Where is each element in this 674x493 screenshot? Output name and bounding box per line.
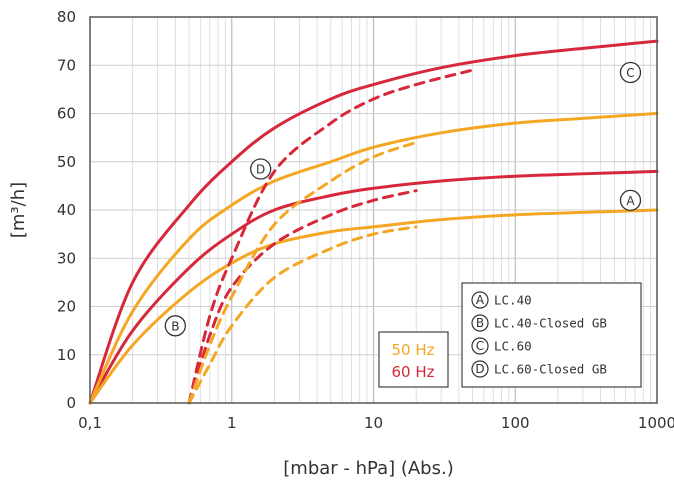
y-axis-title: [m³/h] <box>8 182 29 238</box>
frequency-legend-label: 60 Hz <box>391 363 434 381</box>
series-legend-item: A LC.40 <box>471 291 532 309</box>
y-tick-label: 70 <box>57 56 76 74</box>
marker-circle <box>619 189 642 212</box>
legend-marker-letter: A <box>476 293 485 307</box>
legend-marker-letter: B <box>476 316 484 330</box>
marker-letter: D <box>256 162 265 176</box>
legend-marker-letter: C <box>476 339 484 353</box>
legends: 50 Hz 60 Hz A LC.40 B LC.40-Closed GB C LC.60 D L… <box>378 282 642 388</box>
series-line-c-50hz <box>88 112 659 405</box>
legend-item-label: LC.60 <box>494 339 532 354</box>
legend-item-label: LC.40-Closed GB <box>494 316 607 331</box>
series-marker-c: C <box>619 61 642 84</box>
marker-letter: A <box>626 194 635 208</box>
x-axis-title: [mbar - hPa] (Abs.) <box>283 458 453 479</box>
frequency-legend: 50 Hz 60 Hz <box>378 331 449 388</box>
series-legend: A LC.40 B LC.40-Closed GB C LC.60 D LC.60-Close… <box>461 282 642 388</box>
axes: 0 10 20 30 40 50 60 70 80 0,1 1 10 100 1000 [mbar - hP… <box>8 8 674 479</box>
series-legend-item: D LC.60-Closed GB <box>471 360 607 378</box>
marker-circle <box>164 315 186 337</box>
series-line-a-60hz <box>88 169 659 405</box>
y-tick-label: 10 <box>57 346 76 364</box>
y-tick-label: 60 <box>57 105 76 123</box>
legend-marker-letter: D <box>475 362 484 376</box>
series-marker-a: A <box>619 189 642 212</box>
frequency-legend-box <box>378 331 449 388</box>
series-legend-box <box>461 282 642 388</box>
x-tick-label: 100 <box>501 414 530 432</box>
series-group <box>88 39 659 405</box>
series-legend-item: B LC.40-Closed GB <box>471 314 607 332</box>
x-tick-label: 1000 <box>638 414 674 432</box>
marker-letter: C <box>626 66 634 80</box>
marker-circle <box>250 158 272 180</box>
series-marker-b: B <box>164 315 186 337</box>
series-marker-d: D <box>250 158 272 180</box>
legend-marker-circle <box>471 360 489 378</box>
frequency-legend-label: 50 Hz <box>391 341 434 359</box>
y-tick-label: 20 <box>57 298 76 316</box>
y-tick-label: 40 <box>57 201 76 219</box>
legend-marker-circle <box>471 314 489 332</box>
marker-circle <box>619 61 642 84</box>
legend-item-label: LC.40 <box>494 293 532 308</box>
legend-marker-circle <box>471 337 489 355</box>
x-tick-label: 1 <box>227 414 237 432</box>
y-tick-label: 80 <box>57 8 76 26</box>
series-line-a-50hz <box>88 208 659 405</box>
series-line-b-50hz <box>187 225 418 405</box>
series-line-d-60hz <box>187 68 475 405</box>
legend-item-label: LC.60-Closed GB <box>494 362 607 377</box>
y-tick-label: 50 <box>57 153 76 171</box>
x-tick-label: 10 <box>364 414 383 432</box>
series-line-c-60hz <box>88 39 659 405</box>
plot-frame <box>89 16 658 404</box>
marker-letter: B <box>171 319 179 333</box>
series-line-d-50hz <box>187 140 418 405</box>
series-legend-item: C LC.60 <box>471 337 532 355</box>
y-tick-label: 30 <box>57 249 76 267</box>
x-tick-label: 0,1 <box>78 414 102 432</box>
legend-marker-circle <box>471 291 489 309</box>
series-line-b-60hz <box>187 189 418 405</box>
y-tick-label: 0 <box>66 394 76 412</box>
